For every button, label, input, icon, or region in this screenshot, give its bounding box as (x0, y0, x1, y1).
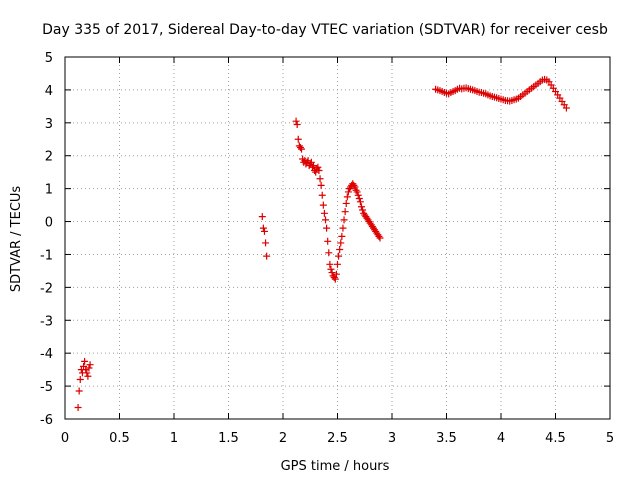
y-tick-label: -5 (40, 380, 53, 395)
data-point (294, 135, 302, 143)
y-tick-label: -6 (40, 413, 53, 428)
x-tick-label: 2 (279, 431, 287, 446)
data-point (315, 167, 323, 175)
data-point (359, 206, 367, 214)
data-point (320, 209, 328, 217)
data-point (335, 252, 343, 260)
data-point (292, 117, 300, 125)
data-point (340, 216, 348, 224)
data-point (325, 249, 333, 257)
data-point (341, 208, 349, 216)
x-axis-ticks: 0 0.5 1 1.5 2 2.5 3 3.5 4 4.5 5 (61, 57, 614, 446)
data-point (263, 252, 271, 260)
data-point (328, 269, 336, 277)
data-point (82, 366, 90, 374)
data-point (354, 191, 362, 199)
y-tick-label: -4 (40, 347, 53, 362)
data-point (355, 195, 363, 203)
y-tick-label: 5 (45, 51, 53, 66)
data-point (357, 203, 365, 211)
y-tick-label: 1 (45, 183, 53, 198)
data-point (336, 246, 344, 254)
data-point (323, 224, 331, 232)
data-point (334, 260, 341, 268)
data-point (314, 163, 322, 171)
data-point (83, 369, 91, 377)
data-point (81, 357, 89, 365)
data-point (338, 232, 346, 240)
data-point (258, 213, 266, 221)
data-point (343, 193, 351, 201)
x-tick-label: 5 (606, 431, 614, 446)
data-point (356, 198, 364, 206)
data-point (312, 168, 320, 176)
chart-title: Day 335 of 2017, Sidereal Day-to-day VTE… (42, 22, 608, 38)
y-tick-label: -2 (40, 281, 53, 296)
data-point (327, 265, 335, 273)
data-point (331, 275, 339, 283)
data-point (84, 372, 92, 380)
data-point (324, 237, 332, 245)
data-point (76, 376, 84, 384)
y-axis-ticks: -6 -5 -4 -3 -2 -1 0 1 2 3 4 5 (40, 51, 610, 428)
data-point (332, 270, 340, 278)
data-point (353, 188, 361, 196)
data-point (75, 387, 83, 395)
x-tick-label: 3 (388, 431, 396, 446)
data-point (342, 199, 350, 207)
data-point (339, 224, 347, 232)
data-point (337, 239, 345, 247)
y-tick-label: 0 (45, 216, 53, 231)
data-point (562, 104, 570, 112)
x-tick-label: 0 (61, 431, 69, 446)
data-point (86, 361, 94, 369)
data-point (319, 201, 327, 209)
data-point (375, 232, 383, 240)
data-point (260, 227, 268, 235)
x-tick-label: 2.5 (327, 431, 348, 446)
y-tick-label: -3 (40, 314, 53, 329)
y-tick-label: 4 (45, 84, 53, 99)
data-point (326, 260, 334, 268)
x-tick-label: 1.5 (218, 431, 239, 446)
data-point (316, 175, 324, 183)
data-point (262, 239, 270, 247)
x-tick-label: 4.5 (545, 431, 566, 446)
data-point (74, 403, 82, 411)
data-point (310, 162, 318, 170)
data-point (322, 216, 330, 224)
x-tick-label: 1 (170, 431, 178, 446)
data-point (350, 181, 358, 189)
y-tick-label: -1 (40, 248, 53, 263)
x-axis-label: GPS time / hours (281, 459, 390, 474)
data-point (298, 145, 306, 153)
data-point (352, 186, 360, 194)
data-point (296, 144, 304, 151)
y-tick-label: 3 (45, 117, 53, 132)
y-axis-label: SDTVAR / TECUs (9, 186, 24, 293)
data-point (293, 120, 301, 128)
data-point (85, 364, 93, 372)
plot-frame (64, 56, 611, 420)
data-point (318, 191, 326, 199)
data-points (74, 75, 570, 411)
x-tick-label: 0.5 (109, 431, 130, 446)
y-tick-label: 2 (45, 150, 53, 165)
grid-lines (65, 57, 610, 419)
data-point (317, 181, 325, 189)
data-point (259, 224, 267, 232)
data-point (351, 183, 359, 191)
data-point (376, 234, 384, 242)
data-point (344, 188, 352, 196)
x-tick-label: 4 (497, 431, 505, 446)
x-tick-label: 3.5 (436, 431, 457, 446)
